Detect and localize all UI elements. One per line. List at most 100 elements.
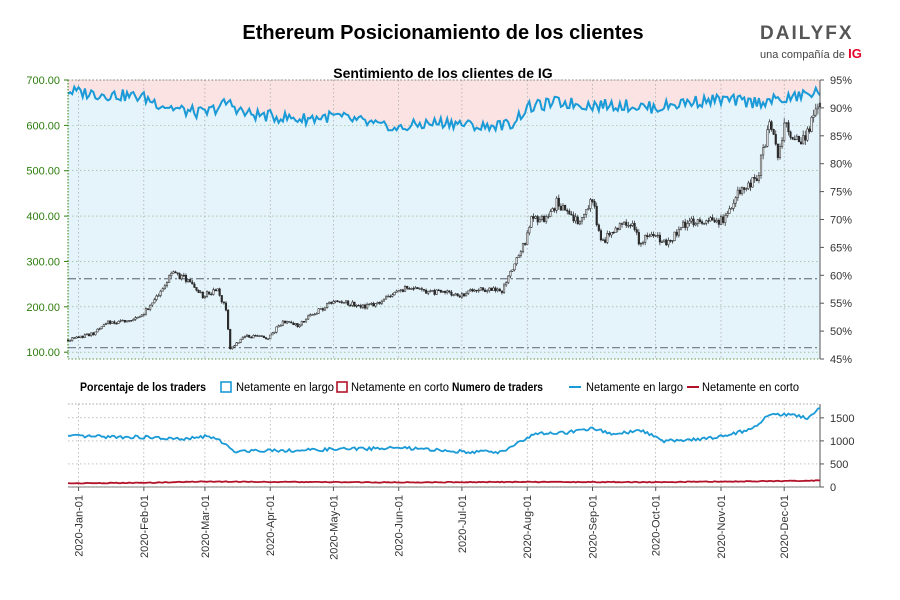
candle-body <box>498 288 501 292</box>
candle-body <box>237 342 240 344</box>
candle-body <box>391 294 394 297</box>
candle-body <box>574 216 577 222</box>
candle-body <box>256 335 259 337</box>
candle-body <box>248 334 251 338</box>
price-tick-label: 200.00 <box>26 302 60 314</box>
candle-body <box>279 325 282 327</box>
candle-body <box>408 288 411 290</box>
candle-body <box>452 294 455 296</box>
candle-body <box>98 328 101 330</box>
candle-body <box>753 177 756 179</box>
candle-body <box>136 317 139 319</box>
candle-body <box>484 289 487 292</box>
candle-body <box>671 240 674 242</box>
candle-body <box>224 302 228 311</box>
candle-body <box>184 274 188 282</box>
candle-body <box>665 239 668 246</box>
chart-title: Ethereum Posicionamiento de los clientes <box>242 22 644 44</box>
candle-body <box>444 290 447 293</box>
candle-body <box>572 214 575 222</box>
candle-body <box>515 257 518 265</box>
candle-body <box>686 223 689 228</box>
candle-body <box>587 208 590 210</box>
candle-body <box>172 271 175 274</box>
candle-body <box>132 319 135 322</box>
candle-body <box>357 305 360 307</box>
logo-ig: IG <box>848 46 862 61</box>
candle-body <box>604 239 607 243</box>
candle-body <box>797 135 800 143</box>
candle-body <box>197 290 200 293</box>
candle-body <box>241 336 244 340</box>
candle-body <box>252 335 255 339</box>
candle-body <box>345 300 348 303</box>
candle-body <box>410 288 413 290</box>
candle-body <box>635 229 638 233</box>
candle-body <box>418 288 421 290</box>
candle-body <box>561 204 565 211</box>
candle-body <box>374 303 377 307</box>
candle-body <box>675 231 678 236</box>
candle-body <box>146 308 150 310</box>
candle-body <box>458 295 461 298</box>
candle-body <box>326 303 329 308</box>
candle-body <box>789 131 792 138</box>
x-tick-label: 2020-Nov-01 <box>716 495 728 559</box>
candle-body <box>163 285 166 289</box>
candle-body <box>799 141 803 145</box>
candle-body <box>793 138 796 141</box>
candle-body <box>355 305 358 307</box>
candle-body <box>427 291 430 294</box>
candle-body <box>557 197 560 207</box>
candle-body <box>677 228 680 236</box>
candle-body <box>401 289 404 292</box>
candle-body <box>119 320 122 322</box>
candle-body <box>328 301 331 304</box>
candle-body <box>688 220 691 224</box>
candle-body <box>766 129 769 147</box>
candle-body <box>719 216 723 225</box>
candle-body <box>642 242 645 244</box>
x-tick-label: 2020-Mar-01 <box>200 495 212 558</box>
candle-body <box>778 146 782 158</box>
pct-tick-label: 85% <box>830 131 852 143</box>
legend-pct-title: Porcentaje de los traders <box>80 382 206 394</box>
candle-body <box>212 289 215 295</box>
candle-body <box>125 320 129 323</box>
candle-body <box>700 221 704 224</box>
candle-body <box>239 338 242 343</box>
traders-short-line <box>67 479 821 485</box>
candle-body <box>309 314 312 317</box>
legend-pct-short: Netamente en corto <box>351 382 449 394</box>
candle-body <box>663 239 666 243</box>
candle-body <box>492 287 495 291</box>
candle-body <box>378 302 381 304</box>
candle-body <box>808 128 811 132</box>
candle-body <box>109 320 112 324</box>
candle-body <box>629 225 632 227</box>
candle-body <box>151 302 154 306</box>
candle-body <box>372 303 375 307</box>
candle-body <box>633 223 636 230</box>
candle-body <box>521 243 525 253</box>
candle-body <box>462 293 466 297</box>
candle-body <box>774 134 777 145</box>
candle-body <box>526 232 529 245</box>
candle-body <box>540 216 543 220</box>
count-tick-label: 500 <box>830 459 848 471</box>
candle-body <box>227 309 230 330</box>
candle-body <box>433 290 436 295</box>
candle-body <box>660 241 664 243</box>
candle-body <box>134 317 137 320</box>
candle-body <box>511 269 514 272</box>
candle-body <box>353 301 356 307</box>
candle-body <box>81 335 84 338</box>
short-area-fill <box>68 80 820 131</box>
candle-body <box>187 279 190 282</box>
candle-body <box>806 128 809 141</box>
candle-body <box>113 321 116 324</box>
candle-body <box>502 284 506 293</box>
candle-body <box>692 218 695 226</box>
candle-body <box>747 182 750 189</box>
candle-body <box>389 295 392 298</box>
